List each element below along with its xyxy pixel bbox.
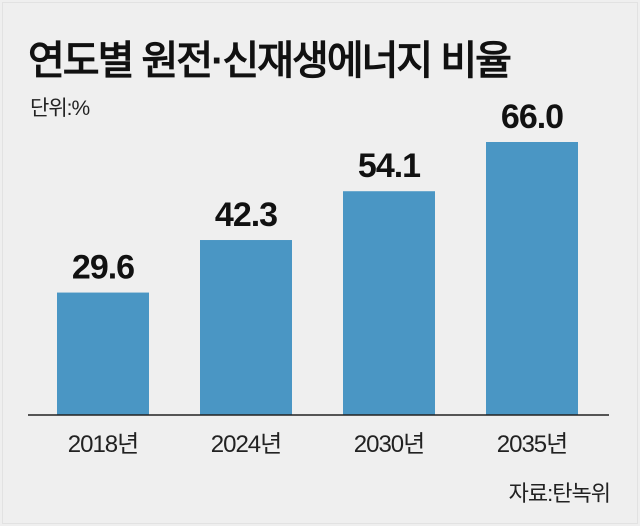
x-tick-label: 2018년 bbox=[68, 431, 138, 458]
data-label: 29.6 bbox=[72, 249, 134, 287]
source-label: 자료:탄녹위 bbox=[508, 481, 611, 506]
bar bbox=[57, 292, 149, 415]
bar bbox=[200, 240, 292, 415]
x-tick-label: 2030년 bbox=[354, 431, 424, 458]
data-label: 54.1 bbox=[358, 147, 420, 185]
bar bbox=[343, 191, 435, 415]
chart-title: 연도별 원전·신재생에너지 비율 bbox=[28, 39, 512, 83]
bar bbox=[486, 142, 578, 415]
data-label: 66.0 bbox=[501, 98, 563, 136]
unit-label: 단위:% bbox=[30, 97, 90, 120]
data-label: 42.3 bbox=[215, 196, 277, 234]
x-tick-label: 2024년 bbox=[211, 431, 281, 458]
x-tick-label: 2035년 bbox=[497, 431, 567, 458]
